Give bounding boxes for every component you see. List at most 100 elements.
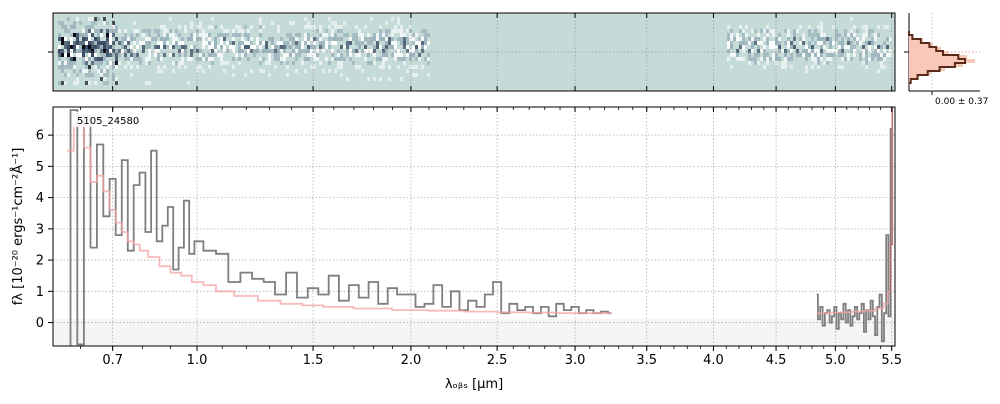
two-d-pixel: [199, 53, 202, 57]
two-d-pixel: [331, 57, 334, 61]
two-d-pixel: [427, 73, 430, 77]
two-d-pixel: [289, 21, 292, 25]
two-d-pixel: [322, 33, 325, 37]
two-d-pixel: [781, 49, 784, 53]
two-d-pixel: [205, 33, 208, 37]
two-d-pixel: [412, 49, 415, 53]
two-d-pixel: [94, 21, 97, 25]
two-d-pixel: [403, 33, 406, 37]
two-d-pixel: [730, 33, 733, 37]
two-d-pixel: [160, 41, 163, 45]
two-d-pixel: [766, 25, 769, 29]
two-d-pixel: [787, 49, 790, 53]
two-d-pixel: [106, 61, 109, 65]
two-d-pixel: [850, 57, 853, 61]
two-d-pixel: [304, 25, 307, 29]
two-d-pixel: [196, 49, 199, 53]
two-d-pixel: [190, 57, 193, 61]
two-d-pixel: [769, 57, 772, 61]
two-d-pixel: [262, 49, 265, 53]
two-d-pixel: [91, 29, 94, 33]
two-d-pixel: [112, 29, 115, 33]
two-d-pixel: [787, 57, 790, 61]
two-d-pixel: [778, 49, 781, 53]
two-d-pixel: [871, 29, 874, 33]
two-d-pixel: [385, 49, 388, 53]
two-d-pixel: [79, 69, 82, 73]
two-d-pixel: [136, 29, 139, 33]
two-d-pixel: [349, 49, 352, 53]
two-d-pixel: [835, 49, 838, 53]
two-d-pixel: [184, 29, 187, 33]
two-d-pixel: [310, 37, 313, 41]
two-d-pixel: [748, 41, 751, 45]
two-d-pixel: [397, 49, 400, 53]
two-d-pixel: [136, 33, 139, 37]
two-d-pixel: [142, 41, 145, 45]
two-d-pixel: [85, 65, 88, 69]
x-tick-label: 3.5: [636, 353, 657, 368]
two-d-pixel: [412, 37, 415, 41]
two-d-pixel: [175, 37, 178, 41]
two-d-pixel: [172, 37, 175, 41]
two-d-pixel: [844, 33, 847, 37]
two-d-pixel: [883, 41, 886, 45]
two-d-pixel: [97, 33, 100, 37]
two-d-pixel: [109, 61, 112, 65]
two-d-pixel: [70, 65, 73, 69]
two-d-pixel: [169, 17, 172, 21]
two-d-pixel: [814, 61, 817, 65]
two-d-pixel: [220, 25, 223, 29]
two-d-pixel: [112, 49, 115, 53]
two-d-pixel: [238, 57, 241, 61]
two-d-pixel: [388, 37, 391, 41]
two-d-pixel: [778, 57, 781, 61]
two-d-pixel: [247, 33, 250, 37]
two-d-pixel: [730, 29, 733, 33]
two-d-pixel: [850, 45, 853, 49]
two-d-pixel: [130, 73, 133, 77]
two-d-pixel: [340, 25, 343, 29]
two-d-pixel: [418, 45, 421, 49]
two-d-pixel: [391, 33, 394, 37]
two-d-pixel: [739, 57, 742, 61]
two-d-pixel: [820, 53, 823, 57]
two-d-pixel: [91, 61, 94, 65]
x-tick-label: 2.0: [401, 353, 422, 368]
two-d-pixel: [382, 61, 385, 65]
two-d-pixel: [397, 17, 400, 21]
two-d-pixel: [811, 65, 814, 69]
two-d-pixel: [376, 57, 379, 61]
two-d-pixel: [283, 57, 286, 61]
two-d-pixel: [802, 49, 805, 53]
two-d-pixel: [853, 45, 856, 49]
two-d-pixel: [115, 61, 118, 65]
y-tick-label: 4: [36, 191, 44, 206]
two-d-pixel: [313, 65, 316, 69]
two-d-pixel: [169, 45, 172, 49]
two-d-pixel: [115, 77, 118, 81]
two-d-pixel: [811, 33, 814, 37]
two-d-pixel: [283, 49, 286, 53]
two-d-pixel: [298, 41, 301, 45]
two-d-pixel: [262, 69, 265, 73]
two-d-pixel: [838, 45, 841, 49]
two-d-pixel: [277, 41, 280, 45]
two-d-pixel: [76, 17, 79, 21]
two-d-pixel: [376, 33, 379, 37]
two-d-pixel: [328, 45, 331, 49]
two-d-pixel: [310, 53, 313, 57]
two-d-pixel: [340, 73, 343, 77]
two-d-pixel: [100, 57, 103, 61]
two-d-pixel: [355, 41, 358, 45]
two-d-pixel: [190, 49, 193, 53]
two-d-pixel: [100, 53, 103, 57]
two-d-pixel: [163, 45, 166, 49]
two-d-pixel: [790, 57, 793, 61]
two-d-pixel: [877, 45, 880, 49]
two-d-pixel: [820, 37, 823, 41]
two-d-pixel: [175, 61, 178, 65]
two-d-pixel: [286, 41, 289, 45]
two-d-pixel: [73, 45, 76, 49]
two-d-pixel: [853, 49, 856, 53]
